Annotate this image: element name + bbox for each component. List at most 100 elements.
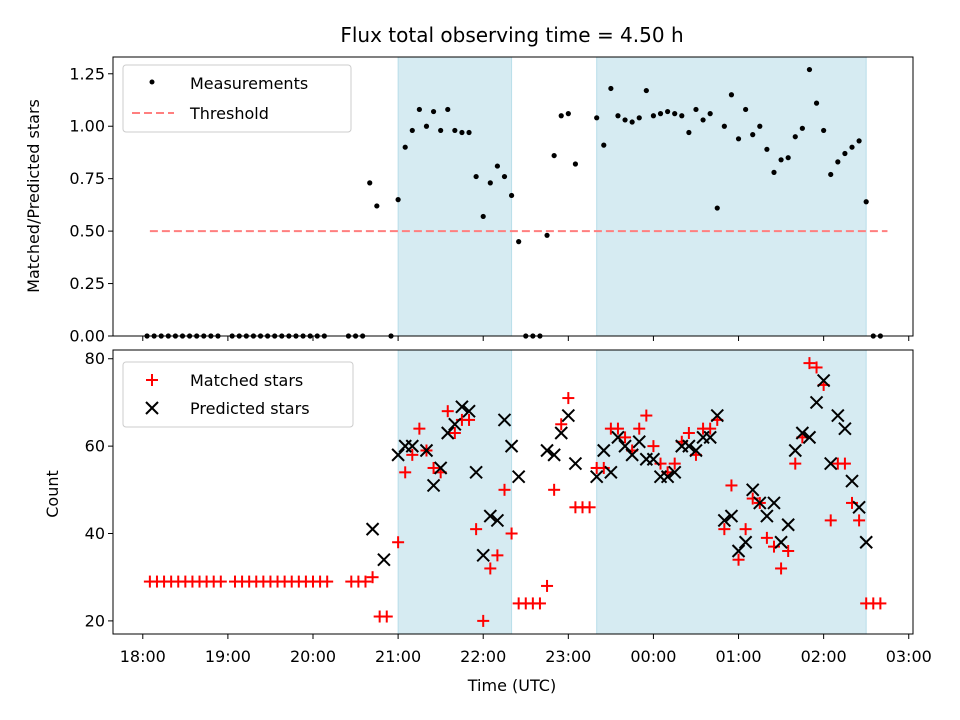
top-y-tick-label: 1.25 bbox=[69, 64, 105, 83]
matched-stars-point bbox=[359, 575, 372, 588]
measurement-point bbox=[721, 123, 727, 129]
matched-stars-point bbox=[463, 413, 476, 426]
measurement-point bbox=[544, 232, 550, 238]
predicted-stars-point bbox=[511, 470, 526, 484]
legend-measurements-marker bbox=[149, 79, 155, 85]
predicted-stars-point bbox=[809, 395, 824, 410]
measurement-point bbox=[445, 106, 451, 113]
x-tick-label: 20:00 bbox=[290, 647, 336, 666]
predicted-stars-point bbox=[476, 548, 490, 563]
measurement-point bbox=[750, 132, 756, 138]
legend-predicted-label: Predicted stars bbox=[190, 399, 310, 418]
bottom-axes-frame bbox=[112, 349, 914, 635]
x-axis-label: Time (UTC) bbox=[467, 676, 556, 695]
predicted-stars-point bbox=[774, 535, 788, 549]
matched-stars-point bbox=[853, 514, 866, 527]
matched-stars-point bbox=[498, 483, 511, 496]
predicted-stars-point bbox=[646, 452, 661, 466]
predicted-stars-point bbox=[365, 522, 380, 536]
predicted-stars-point bbox=[540, 443, 554, 458]
measurement-point bbox=[487, 180, 493, 186]
predicted-stars-point bbox=[441, 426, 455, 440]
measurement-point bbox=[466, 129, 472, 136]
measurement-point bbox=[501, 173, 508, 180]
predicted-stars-point bbox=[852, 500, 866, 514]
matched-stars-point bbox=[704, 422, 717, 435]
top-plot-area: 0.00 0.25 0.50 0.75 1.00 1.25 bbox=[69, 56, 914, 346]
measurement-point bbox=[672, 111, 678, 117]
measurement-point bbox=[629, 119, 635, 125]
predicted-stars-point bbox=[731, 544, 746, 558]
measurement-point bbox=[473, 173, 479, 180]
matched-stars-point bbox=[583, 501, 596, 514]
predicted-stars-point bbox=[469, 465, 483, 480]
matched-stars-point bbox=[725, 479, 738, 492]
measurement-point bbox=[778, 157, 784, 163]
measurement-point bbox=[856, 138, 862, 144]
top-y-tick-label: 0.00 bbox=[69, 327, 105, 346]
matched-stars-point bbox=[491, 549, 504, 562]
legend-measurements-label: Measurements bbox=[190, 74, 308, 93]
predicted-stars-point bbox=[824, 456, 838, 471]
matched-stars-point bbox=[505, 527, 518, 540]
matched-stars-point bbox=[427, 461, 440, 474]
predicted-stars-point bbox=[405, 439, 419, 453]
matched-stars-point bbox=[555, 418, 568, 431]
matched-stars-point bbox=[668, 457, 681, 470]
matched-stars-point bbox=[739, 523, 752, 536]
measurement-point bbox=[430, 108, 437, 115]
bottom-y-tick-label: 20 bbox=[85, 611, 105, 630]
measurement-point bbox=[402, 144, 408, 150]
x-tick-label: 18:00 bbox=[120, 647, 166, 666]
matched-stars-point bbox=[541, 579, 554, 592]
x-tick-label: 02:00 bbox=[801, 647, 847, 666]
predicted-stars-point bbox=[618, 439, 632, 453]
x-tick-label: 19:00 bbox=[205, 647, 251, 666]
x-tick-label: 01:00 bbox=[715, 647, 761, 666]
predicted-stars-point bbox=[753, 496, 767, 510]
predicted-stars-point bbox=[554, 426, 568, 440]
matched-stars-point bbox=[824, 514, 837, 527]
x-tick-label: 00:00 bbox=[630, 647, 676, 666]
measurement-point bbox=[771, 169, 777, 175]
predicted-stars-point bbox=[802, 430, 817, 445]
measurement-point bbox=[615, 113, 621, 119]
measurement-point bbox=[849, 144, 855, 150]
matched-stars-point bbox=[562, 392, 575, 405]
predicted-stars-point bbox=[767, 496, 781, 510]
matched-stars-point bbox=[399, 466, 412, 479]
predicted-stars-point bbox=[831, 408, 845, 423]
measurement-point bbox=[608, 85, 614, 92]
measurement-point bbox=[828, 171, 834, 178]
matched-stars-point bbox=[760, 531, 773, 544]
matched-stars-point bbox=[392, 536, 405, 549]
predicted-stars-point bbox=[391, 448, 405, 462]
predicted-stars-point bbox=[625, 448, 639, 462]
predicted-stars-point bbox=[604, 465, 618, 480]
matched-stars-point bbox=[803, 357, 816, 370]
measurement-point bbox=[743, 106, 749, 113]
measurement-point bbox=[806, 66, 813, 73]
x-tick-label: 21:00 bbox=[375, 647, 421, 666]
matched-stars-point bbox=[366, 571, 379, 584]
chart-title: Flux total observing time = 4.50 h bbox=[340, 23, 683, 47]
top-y-tick-label: 0.75 bbox=[69, 169, 105, 188]
bottom-legend-frame bbox=[122, 361, 354, 428]
measurement-point bbox=[813, 100, 820, 106]
measurement-point bbox=[367, 180, 373, 186]
legend-predicted-marker bbox=[145, 401, 159, 415]
measurement-point bbox=[565, 111, 571, 117]
predicted-stars-point bbox=[433, 461, 448, 475]
matched-stars-point bbox=[214, 575, 227, 588]
predicted-stars-point bbox=[682, 439, 696, 453]
predicted-stars-point bbox=[859, 535, 873, 549]
measurement-point bbox=[594, 115, 600, 121]
measurement-point bbox=[665, 108, 671, 115]
bottom-y-tick-label: 60 bbox=[85, 437, 105, 456]
bottom-y-tick-label: 80 bbox=[85, 349, 105, 368]
predicted-stars-point bbox=[504, 439, 519, 453]
predicted-stars-point bbox=[483, 509, 498, 523]
bottom-y-tick-label: 40 bbox=[85, 524, 105, 543]
predicted-stars-point bbox=[845, 474, 859, 488]
predicted-stars-point bbox=[589, 470, 604, 484]
